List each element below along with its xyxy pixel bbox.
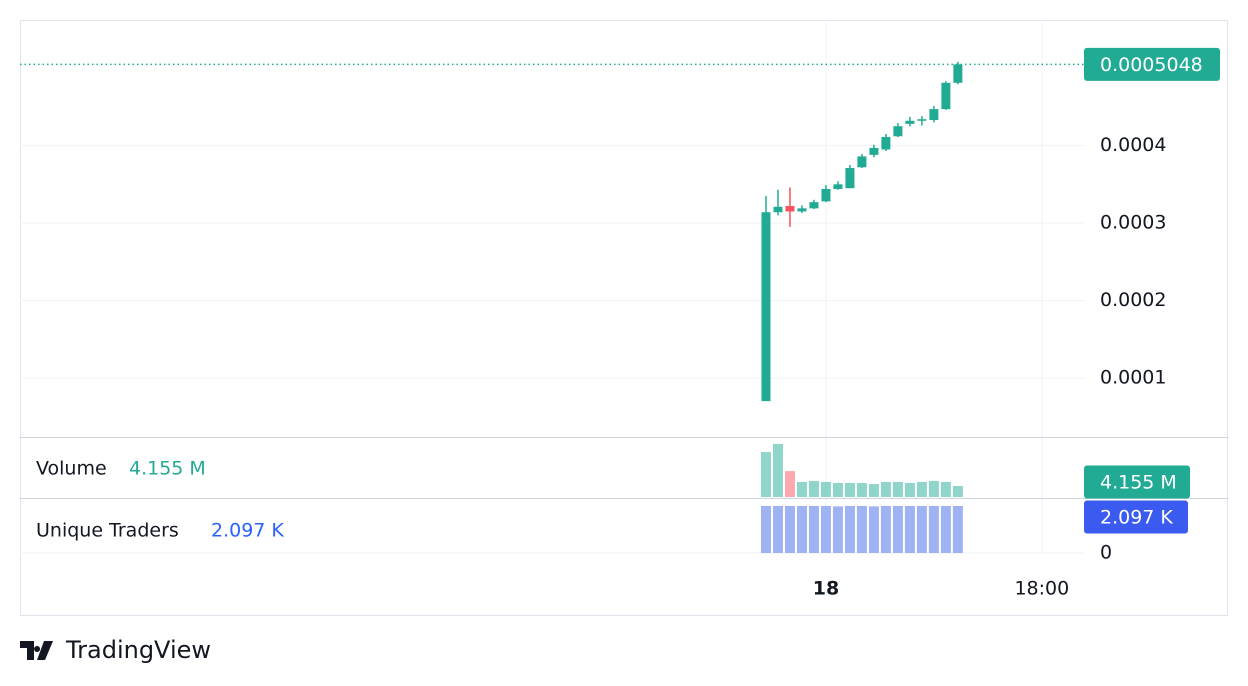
candle-body	[773, 206, 783, 213]
volume-bar	[904, 482, 915, 497]
price-tag	[1084, 465, 1190, 499]
volume-bar	[952, 486, 963, 497]
volume-bar	[760, 452, 771, 497]
volume-bar	[892, 481, 903, 497]
traders-bar	[916, 505, 927, 553]
traders-bar	[952, 505, 963, 553]
candle-body	[917, 119, 927, 121]
logo-icon	[20, 641, 53, 660]
traders-bar	[784, 505, 795, 553]
price-tag-label: 2.097 K	[1100, 507, 1173, 529]
volume-bar	[844, 482, 855, 497]
grid	[20, 20, 1085, 554]
candle-body	[833, 184, 843, 189]
candle-body	[797, 208, 807, 212]
candle-body	[785, 206, 795, 212]
volume-bar	[796, 481, 807, 497]
traders-bar	[856, 505, 867, 553]
candle-body	[893, 126, 903, 137]
x-tick-label: 18:00	[1014, 578, 1069, 600]
candle-body	[941, 82, 951, 110]
candle-body	[905, 120, 915, 124]
traders-legend-value: 2.097 K	[211, 520, 284, 542]
traders-bar	[820, 505, 831, 553]
labels: 0.0001 0.0002 0.0003 0.0004 0 18 18:00 0.000504…	[813, 47, 1220, 600]
y-tick-label: 0.0001	[1100, 367, 1166, 389]
volume-legend-name: Volume	[36, 458, 107, 480]
candle-body	[881, 137, 891, 150]
traders-bar	[844, 505, 855, 553]
x-tick-label: 18	[813, 578, 839, 600]
volume-bar	[940, 481, 951, 497]
candle-body	[809, 202, 819, 209]
traders-legend-name: Unique Traders	[36, 520, 179, 542]
logo: TradingView	[20, 636, 211, 664]
volume-bar	[868, 484, 879, 497]
marks	[20, 61, 1085, 553]
price-tag-label: 4.155 M	[1100, 472, 1177, 494]
traders-bar	[940, 505, 951, 553]
volume-bar	[784, 471, 795, 497]
volume-bar	[820, 481, 831, 497]
volume-legend-value: 4.155 M	[129, 458, 206, 480]
y-tick-label: 0.0003	[1100, 212, 1166, 234]
candle-body	[929, 109, 939, 120]
volume-bar	[880, 481, 891, 497]
volume-bar	[772, 443, 783, 497]
volume-bar	[916, 481, 927, 497]
candle-body	[821, 188, 831, 202]
volume-bar	[856, 482, 867, 497]
candle-body	[869, 147, 879, 155]
traders-bar	[808, 505, 819, 553]
traders-bar	[868, 506, 879, 553]
price-tag-label: 0.0005048	[1100, 54, 1203, 76]
traders-bar	[796, 505, 807, 553]
traders-bar	[760, 505, 771, 553]
candle-body	[857, 156, 867, 168]
brand: TradingView	[65, 636, 211, 664]
volume-bar	[832, 482, 843, 497]
traders-bar	[892, 505, 903, 553]
y-tick-label: 0.0004	[1100, 134, 1166, 156]
candle-body	[953, 64, 963, 83]
traders-bar	[880, 505, 891, 553]
traders-bar	[832, 506, 843, 553]
y-tick-label: 0.0002	[1100, 289, 1166, 311]
volume-bar	[808, 480, 819, 497]
y-tick-label: 0	[1100, 542, 1112, 564]
candle-body	[761, 212, 771, 402]
chart-frame	[20, 20, 1228, 616]
volume-bar	[928, 480, 939, 497]
price-tag	[1084, 47, 1220, 81]
traders-bar	[928, 505, 939, 553]
price-tag	[1084, 500, 1188, 534]
traders-bar	[904, 505, 915, 553]
candle-body	[845, 168, 855, 189]
traders-bar	[772, 505, 783, 553]
